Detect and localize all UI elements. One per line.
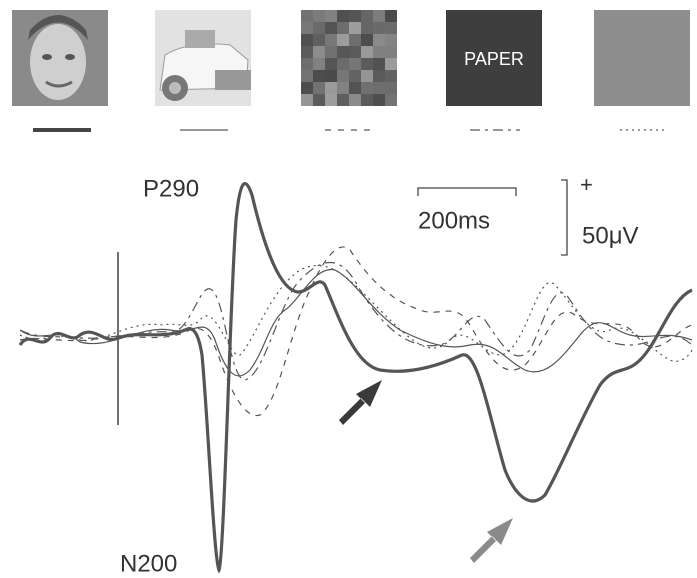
scramble-tile	[325, 70, 337, 82]
scramble-tile	[385, 94, 397, 106]
scramble-tile	[325, 22, 337, 34]
scramble-tile	[373, 70, 385, 82]
scramble-tile	[325, 46, 337, 58]
scramble-tile	[349, 34, 361, 46]
face-image	[12, 10, 108, 106]
polarity-label: +	[580, 172, 593, 197]
peak-label: N200	[120, 550, 177, 577]
amplitude-scale-bar	[561, 180, 567, 255]
scramble-tile	[313, 10, 325, 22]
scramble-tile	[325, 58, 337, 70]
scramble-tile	[349, 58, 361, 70]
scramble-tile	[301, 58, 313, 70]
scramble-tile	[385, 10, 397, 22]
scramble-tile	[301, 22, 313, 34]
scramble-tile	[349, 94, 361, 106]
scramble-tile	[301, 94, 313, 106]
car-image	[155, 10, 251, 106]
scramble-tile	[385, 70, 397, 82]
scramble-tile	[373, 22, 385, 34]
scramble-tile	[361, 46, 373, 58]
scramble-tile	[325, 94, 337, 106]
scramble-tile	[385, 22, 397, 34]
scramble-tile	[337, 70, 349, 82]
scramble-tile	[313, 58, 325, 70]
scramble-tile	[361, 82, 373, 94]
scramble-tile	[313, 70, 325, 82]
scramble-tile	[385, 82, 397, 94]
word-image: PAPER	[446, 10, 542, 106]
arrow	[470, 518, 513, 563]
scramble-tile	[361, 58, 373, 70]
scramble-tile	[301, 46, 313, 58]
scramble-tile	[349, 82, 361, 94]
scramble-tile	[349, 22, 361, 34]
scramble-tile	[361, 70, 373, 82]
scramble-tile	[349, 10, 361, 22]
scramble-tile	[373, 82, 385, 94]
scramble-tile	[361, 34, 373, 46]
time-scale-bar	[418, 188, 516, 196]
time-scale-label: 200ms	[418, 207, 490, 234]
scramble-tile	[385, 58, 397, 70]
scramble-tile	[337, 10, 349, 22]
arrow	[339, 380, 382, 425]
scramble-tile	[301, 82, 313, 94]
scramble-tile	[301, 10, 313, 22]
scramble-tile	[325, 82, 337, 94]
scramble-tile	[313, 46, 325, 58]
scramble-tile	[337, 46, 349, 58]
scramble-tile	[313, 94, 325, 106]
scramble-tile	[337, 22, 349, 34]
scramble-tile	[349, 70, 361, 82]
scrambled-image	[301, 10, 397, 106]
scramble-tile	[385, 46, 397, 58]
scramble-tile	[337, 82, 349, 94]
scramble-tile	[373, 34, 385, 46]
gray-image	[594, 10, 690, 106]
scramble-tile	[361, 10, 373, 22]
scramble-tile	[361, 94, 373, 106]
scramble-tile	[373, 94, 385, 106]
scramble-tile	[313, 82, 325, 94]
figure: PAPER P290 N200 200ms + 50μV	[0, 0, 697, 578]
scramble-tile	[337, 58, 349, 70]
scramble-tile	[373, 10, 385, 22]
scramble-tile	[337, 34, 349, 46]
scramble-tile	[313, 22, 325, 34]
amplitude-scale-label: 50μV	[582, 222, 639, 249]
scramble-tile	[373, 46, 385, 58]
scramble-tile	[325, 34, 337, 46]
scramble-tile	[301, 70, 313, 82]
scramble-tile	[313, 34, 325, 46]
scramble-tile	[337, 94, 349, 106]
scramble-tile	[349, 46, 361, 58]
peak-label: P290	[143, 175, 199, 202]
scramble-tile	[301, 34, 313, 46]
scramble-tile	[385, 34, 397, 46]
scramble-tile	[361, 22, 373, 34]
scramble-tile	[325, 10, 337, 22]
word-label: PAPER	[464, 49, 524, 69]
scramble-tile	[373, 58, 385, 70]
